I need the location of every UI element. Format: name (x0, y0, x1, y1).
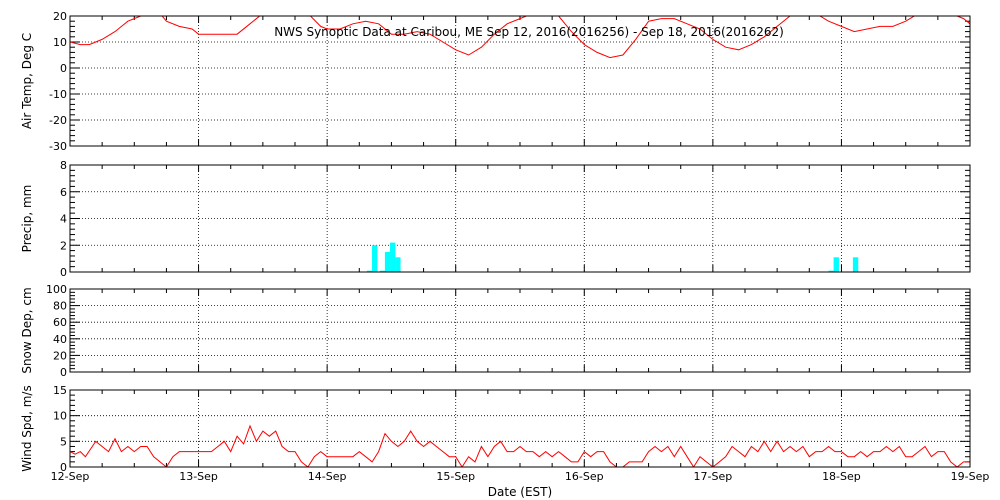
precip-bar (390, 242, 396, 272)
temp-series-line (70, 16, 970, 59)
y-tick-label: 0 (60, 461, 67, 474)
y-tick-label: 6 (60, 186, 67, 199)
y-tick-label: 20 (53, 349, 67, 362)
y-tick-label: 40 (53, 333, 67, 346)
x-axis-label: Date (EST) (488, 485, 552, 499)
chart-title: NWS Synoptic Data at Caribou, ME Sep 12,… (274, 25, 784, 39)
precip-bar (828, 270, 834, 272)
y-axis-label: Air Temp, Deg C (20, 33, 34, 129)
y-tick-label: 80 (53, 300, 67, 313)
y-tick-label: 60 (53, 316, 67, 329)
panel-wind: 15 10 5 0 Wind Spd, m/s (20, 384, 971, 474)
panel-frame (69, 389, 971, 468)
x-tick-label: 15-Sep (436, 470, 475, 483)
panel-snow: 100 80 60 40 20 0 Snow Dep, cm (20, 283, 971, 379)
y-axis-label: Precip, mm (20, 185, 34, 253)
panel-frame (69, 164, 971, 273)
y-tick-label: 0 (60, 366, 67, 379)
y-tick-label: -30 (49, 140, 67, 153)
y-tick-label: 10 (53, 410, 67, 423)
y-tick-label: 0 (60, 62, 67, 75)
wind-series-line (70, 424, 970, 467)
panel-frame (69, 288, 971, 373)
x-tick-label: 13-Sep (179, 470, 218, 483)
x-tick-label: 17-Sep (694, 470, 733, 483)
x-tick-label: 12-Sep (51, 470, 90, 483)
y-tick-label: -20 (49, 114, 67, 127)
precip-bar (379, 270, 386, 272)
x-tick-label: 16-Sep (565, 470, 604, 483)
panel-temp: 20 10 0 -10 -20 -30 Air Temp, Deg C (20, 10, 971, 153)
y-tick-label: -10 (49, 88, 67, 101)
y-tick-label: 4 (60, 213, 67, 226)
y-tick-label: 10 (53, 36, 67, 49)
panel-frame (69, 15, 971, 147)
precip-bar (852, 257, 859, 272)
y-tick-label: 20 (53, 10, 67, 23)
y-tick-label: 100 (46, 283, 67, 296)
y-tick-label: 5 (60, 435, 67, 448)
precip-bar (395, 257, 401, 272)
y-axis-label: Wind Spd, m/s (20, 385, 34, 471)
x-tick-label: 18-Sep (822, 470, 861, 483)
panel-precip: 8 6 4 2 0 Precip, mm (20, 159, 971, 279)
y-tick-label: 0 (60, 266, 67, 279)
x-tick-label: 19-Sep (951, 470, 990, 483)
precip-bar (366, 270, 373, 272)
precip-bar (372, 245, 378, 272)
y-tick-label: 2 (60, 239, 67, 252)
precip-bar (833, 257, 839, 272)
y-tick-label: 15 (53, 384, 67, 397)
x-tick-label: 14-Sep (308, 470, 347, 483)
y-axis-label: Snow Dep, cm (20, 287, 34, 373)
y-tick-label: 8 (60, 159, 67, 172)
precip-bar (384, 251, 391, 272)
